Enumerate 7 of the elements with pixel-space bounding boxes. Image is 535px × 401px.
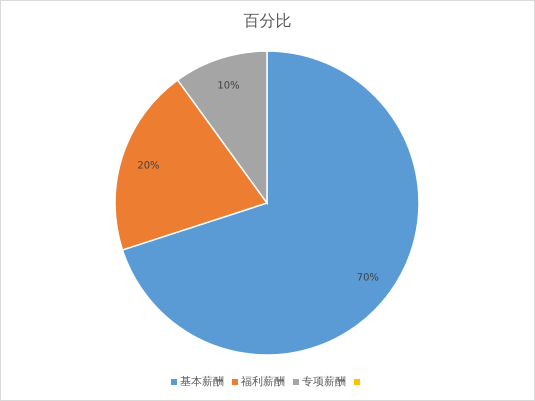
data-label: 10%	[217, 80, 240, 92]
data-label: 20%	[137, 160, 160, 172]
chart-title: 百分比	[244, 11, 292, 30]
legend-label: 福利薪酬	[241, 375, 285, 388]
data-label: 70%	[356, 272, 379, 284]
legend-label: 专项薪酬	[302, 375, 346, 388]
legend-label: 基本薪酬	[180, 375, 224, 388]
